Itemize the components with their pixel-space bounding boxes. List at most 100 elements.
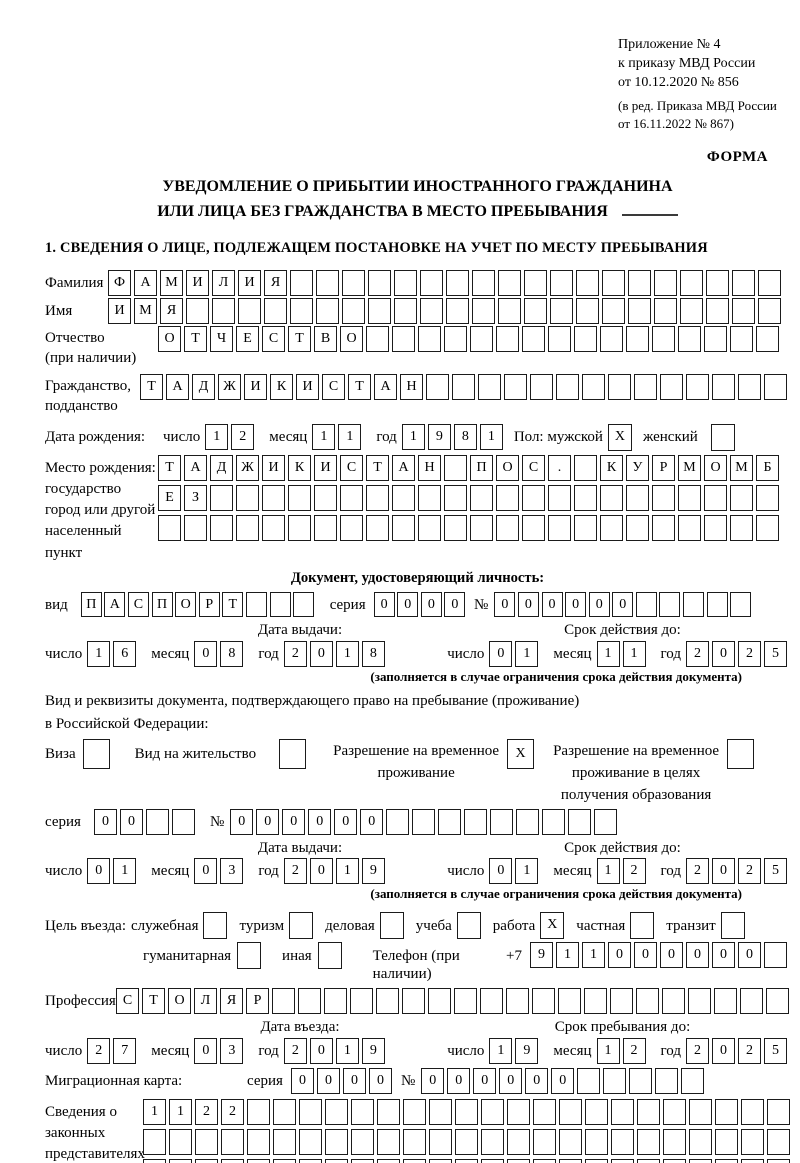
char-box[interactable]: 3: [220, 1037, 244, 1064]
char-box[interactable]: И: [296, 374, 319, 400]
char-box[interactable]: [377, 1158, 400, 1163]
char-box[interactable]: И: [314, 454, 337, 481]
char-box[interactable]: [767, 1158, 790, 1163]
char-box[interactable]: А: [104, 592, 126, 618]
char-box[interactable]: [767, 1098, 790, 1125]
char-box[interactable]: [496, 326, 519, 353]
char-box[interactable]: [611, 1158, 634, 1163]
char-box[interactable]: [289, 911, 314, 939]
char-box[interactable]: [524, 270, 547, 297]
char-box[interactable]: И: [238, 270, 261, 297]
char-box[interactable]: 0: [634, 941, 657, 968]
char-box[interactable]: 2: [231, 423, 255, 450]
char-box[interactable]: М: [134, 298, 157, 325]
char-box[interactable]: [412, 808, 436, 835]
char-box[interactable]: И: [108, 298, 131, 325]
char-box[interactable]: [637, 1158, 660, 1163]
char-box[interactable]: Ф: [108, 270, 131, 297]
char-box[interactable]: [720, 911, 745, 939]
char-box[interactable]: [628, 270, 651, 297]
char-box[interactable]: [550, 298, 573, 325]
char-box[interactable]: 1: [113, 858, 137, 885]
char-box[interactable]: 5: [764, 1037, 787, 1064]
char-box[interactable]: 1: [556, 941, 579, 968]
char-box[interactable]: 5: [764, 641, 787, 668]
char-box[interactable]: Т: [140, 374, 163, 400]
char-box[interactable]: [455, 1128, 478, 1155]
char-box[interactable]: [143, 1128, 166, 1155]
char-box[interactable]: [317, 941, 342, 969]
char-box[interactable]: [507, 1158, 530, 1163]
char-box[interactable]: [652, 326, 675, 353]
char-box[interactable]: [574, 514, 597, 541]
char-box[interactable]: [324, 988, 347, 1015]
char-box[interactable]: [392, 326, 415, 353]
char-box[interactable]: [184, 514, 207, 541]
char-box[interactable]: [481, 1158, 504, 1163]
char-box[interactable]: К: [288, 454, 311, 481]
char-box[interactable]: [548, 484, 571, 511]
char-box[interactable]: [683, 592, 705, 618]
char-box[interactable]: 1: [582, 941, 605, 968]
char-box[interactable]: 0: [489, 641, 513, 668]
char-box[interactable]: Е: [236, 326, 259, 353]
char-box[interactable]: 0: [612, 592, 634, 618]
char-box[interactable]: 0: [93, 808, 117, 835]
char-box[interactable]: 0: [397, 592, 419, 618]
char-box[interactable]: [533, 1098, 556, 1125]
char-box[interactable]: [680, 298, 703, 325]
char-box[interactable]: [470, 484, 493, 511]
char-box[interactable]: [269, 592, 291, 618]
char-box[interactable]: 0: [712, 941, 735, 968]
char-box[interactable]: [418, 484, 441, 511]
char-box[interactable]: [594, 808, 618, 835]
char-box[interactable]: [342, 270, 365, 297]
char-box[interactable]: [522, 514, 545, 541]
char-box[interactable]: 0: [309, 1037, 333, 1064]
char-box[interactable]: [272, 988, 295, 1015]
char-box[interactable]: А: [184, 454, 207, 481]
char-box[interactable]: 0: [420, 592, 442, 618]
char-box[interactable]: [316, 298, 339, 325]
char-box[interactable]: [314, 514, 337, 541]
char-box[interactable]: 2: [686, 1037, 709, 1064]
char-box[interactable]: 1: [401, 423, 425, 450]
char-box[interactable]: 0: [541, 592, 563, 618]
char-box[interactable]: [522, 326, 545, 353]
char-box[interactable]: О: [340, 326, 363, 353]
char-box[interactable]: С: [322, 374, 345, 400]
char-box[interactable]: [498, 298, 521, 325]
char-box[interactable]: 0: [738, 941, 761, 968]
char-box[interactable]: 1: [335, 641, 359, 668]
char-box[interactable]: П: [80, 592, 102, 618]
char-box[interactable]: [558, 988, 581, 1015]
char-box[interactable]: [158, 514, 181, 541]
char-box[interactable]: [446, 298, 469, 325]
char-box[interactable]: [533, 1158, 556, 1163]
char-box[interactable]: [582, 374, 605, 400]
char-box[interactable]: 0: [489, 858, 513, 885]
char-box[interactable]: [574, 454, 597, 481]
char-box[interactable]: [542, 808, 566, 835]
char-box[interactable]: [394, 270, 417, 297]
char-box[interactable]: Н: [418, 454, 441, 481]
char-box[interactable]: [688, 988, 711, 1015]
char-box[interactable]: [602, 270, 625, 297]
char-box[interactable]: [504, 374, 527, 400]
char-box[interactable]: [325, 1128, 348, 1155]
char-box[interactable]: 0: [712, 858, 735, 885]
char-box[interactable]: [574, 484, 597, 511]
char-box[interactable]: [262, 484, 285, 511]
char-box[interactable]: [454, 988, 477, 1015]
char-box[interactable]: [245, 592, 267, 618]
char-box[interactable]: М: [730, 454, 753, 481]
char-box[interactable]: [600, 484, 623, 511]
char-box[interactable]: [290, 270, 313, 297]
char-box[interactable]: А: [374, 374, 397, 400]
char-box[interactable]: [316, 270, 339, 297]
char-box[interactable]: [379, 911, 404, 939]
char-box[interactable]: М: [678, 454, 701, 481]
char-box[interactable]: [530, 374, 553, 400]
char-box[interactable]: 7: [113, 1037, 137, 1064]
char-box[interactable]: Ч: [210, 326, 233, 353]
